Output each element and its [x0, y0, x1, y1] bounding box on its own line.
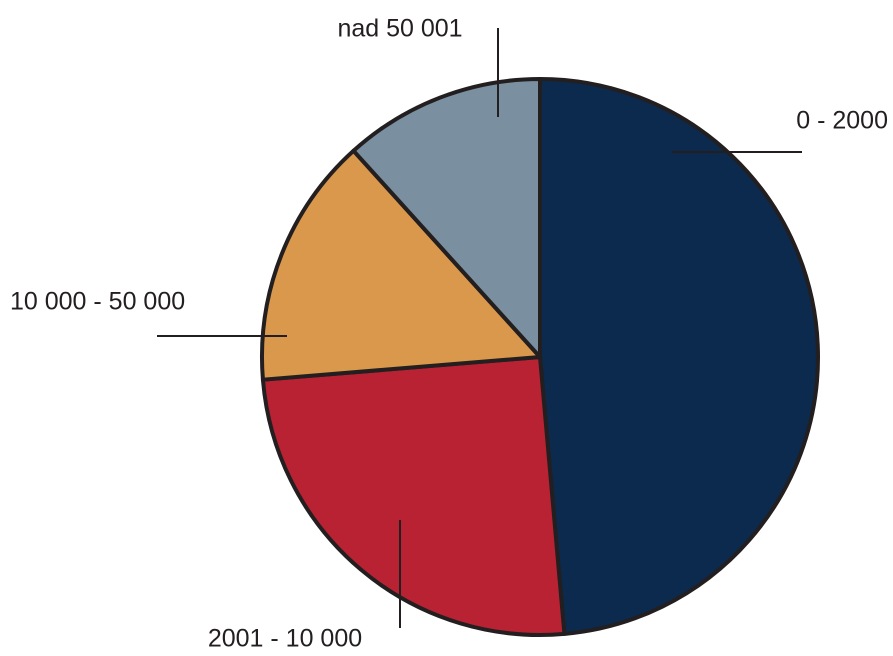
slice-label: 2001 - 10 000: [208, 625, 362, 653]
slice-label: 10 000 - 50 000: [10, 288, 185, 316]
slice-label: nad 50 001: [337, 15, 462, 43]
pie-slice: [538, 77, 820, 636]
pie-slice: [260, 355, 567, 637]
pie-slice: [260, 148, 542, 382]
pie-slice: [351, 77, 542, 359]
slice-label: 0 - 2000: [796, 107, 888, 135]
